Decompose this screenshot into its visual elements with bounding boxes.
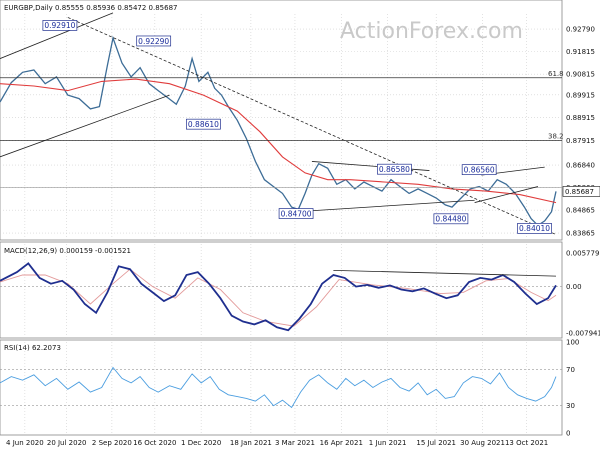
rsi-y-tick-label: 30 <box>566 402 575 410</box>
price-annotation-box <box>461 164 497 176</box>
price-annotation-box <box>278 208 314 219</box>
axis-layer: 4 Jun 2020 20 Jul 2020 2 Sep 2020 16 Oct 20… <box>6 26 600 447</box>
last-price-box <box>562 186 600 197</box>
price-y-tick-label: 0.92790 <box>566 26 595 34</box>
rsi-y-tick-label: 0 <box>566 430 570 438</box>
macd-y-tick-label: -0.007941 <box>566 329 600 337</box>
price-y-tick-label: 0.86840 <box>566 162 595 170</box>
price-annotation-label: 0.86560 <box>464 165 495 174</box>
rsi-panel-frame <box>0 339 563 436</box>
price-annotation-label: 0.92910 <box>44 21 75 30</box>
price-annotation-label: 0.84480 <box>435 215 466 224</box>
macd-line <box>0 262 557 332</box>
x-tick-label: 20 Jul 2020 <box>47 439 87 447</box>
price-panel-title: EURGBP,Daily 0.85555 0.85936 0.85472 0.8… <box>4 4 177 12</box>
upper-channel-line <box>0 12 114 59</box>
annotation-layer: 61.8 38.2 0.92910 0.92290 0.88610 0.84700 0.86… <box>0 12 564 277</box>
macd-y-tick-label: 0.00 <box>566 283 582 291</box>
x-tick-label: 18 Jan 2021 <box>230 439 272 447</box>
rsi-panel-title: RSI(14) 62.2073 <box>4 344 61 352</box>
macd-panel-frame <box>0 241 563 339</box>
rsi-y-tick-label: 100 <box>566 339 579 347</box>
lower-channel-line <box>0 94 170 158</box>
macd-panel-title: MACD(12,26,9) 0.000159 -0.001521 <box>4 247 131 255</box>
fib-level-label: 61.8 <box>548 70 564 78</box>
price-annotation-label: 0.84700 <box>281 209 312 218</box>
x-tick-label: 16 Oct 2020 <box>133 439 176 447</box>
price-y-tick-label: 0.87915 <box>566 137 595 145</box>
sma-line <box>0 78 557 204</box>
price-y-tick-label: 0.88915 <box>566 114 595 122</box>
price-annotation-label: 0.86580 <box>379 165 410 174</box>
price-y-tick-label: 0.89915 <box>566 91 595 99</box>
watermark: ActionForex.com <box>340 19 523 44</box>
rsi-y-tick-label: 70 <box>566 366 575 374</box>
macd-signal-line <box>0 268 557 327</box>
price-annotation-box <box>433 213 469 225</box>
triangle-lower-line <box>296 199 475 213</box>
price-panel-frame <box>0 0 563 241</box>
long-term-downtrend-line <box>67 17 557 235</box>
macd-trendline <box>333 269 557 277</box>
triangle-upper-line <box>311 161 430 171</box>
grid-layer <box>0 14 562 433</box>
price-y-tick-label: 0.83865 <box>566 230 595 238</box>
fib-level-label: 38.2 <box>548 132 564 140</box>
x-tick-label: 2 Sep 2020 <box>92 439 132 447</box>
price-annotation-box <box>377 163 412 175</box>
price-y-tick-label: 0.91815 <box>566 48 595 56</box>
x-tick-label: 1 Dec 2020 <box>181 439 221 447</box>
last-price-label: 0.85687 <box>565 188 594 196</box>
x-tick-label: 4 Jun 2020 <box>6 439 44 447</box>
channel-lower-line-2 <box>474 186 539 203</box>
x-tick-label: 15 Jul 2021 <box>416 439 456 447</box>
macd-y-tick-label: 0.005779 <box>566 250 599 258</box>
x-tick-label: 3 Mar 2021 <box>275 439 315 447</box>
price-y-tick-label: 0.84865 <box>566 207 595 215</box>
x-tick-label: 16 Apr 2021 <box>320 439 363 447</box>
price-annotation-label: 0.88610 <box>188 120 219 129</box>
price-y-tick-label: 0.90815 <box>566 71 595 79</box>
price-annotation-box <box>517 223 552 234</box>
price-annotation-box <box>136 35 172 47</box>
rsi-line <box>0 366 557 409</box>
x-tick-label: 1 Jun 2021 <box>369 439 407 447</box>
x-tick-label: 30 Aug 2021 <box>460 439 505 447</box>
price-series <box>0 35 557 227</box>
series-layer <box>0 35 557 409</box>
price-annotation-box <box>42 20 78 31</box>
price-annotation-label: 0.92290 <box>138 37 169 46</box>
price-annotation-box <box>186 118 221 130</box>
x-tick-label: 13 Oct 2021 <box>505 439 548 447</box>
price-annotation-label: 0.84010 <box>519 224 550 233</box>
